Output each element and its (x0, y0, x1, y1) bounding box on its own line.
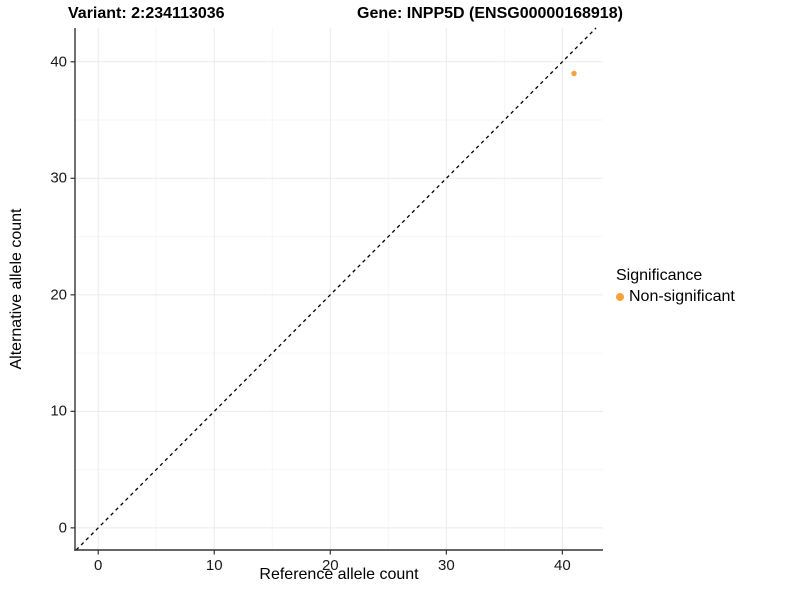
y-tick-label: 30 (50, 169, 67, 187)
data-point (571, 70, 577, 77)
y-tick-label: 10 (50, 402, 67, 420)
legend-title: Significance (616, 267, 703, 284)
legend: Significance Non-significant (616, 267, 735, 306)
y-axis-title: Alternative allele count (8, 208, 25, 370)
x-tick-label: 0 (94, 557, 103, 574)
x-tick-label: 20 (321, 557, 339, 574)
plot-title-variant: Variant: 2:234113036 (68, 5, 225, 22)
y-tick-label: 20 (50, 286, 67, 304)
legend-item-non-significant: Non-significant (616, 288, 735, 306)
plot-title-gene: Gene: INPP5D (ENSG00000168918) (357, 5, 623, 22)
x-tick-label: 40 (554, 557, 571, 574)
y-tick-label: 0 (58, 519, 67, 537)
identity-dashed-line (75, 27, 597, 551)
legend-item-label: Non-significant (629, 288, 735, 305)
legend-point-marker-icon (616, 293, 624, 301)
y-tick-label: 40 (50, 53, 67, 71)
x-axis-title: Reference allele count (259, 566, 419, 583)
x-tick-label: 30 (437, 557, 455, 574)
x-tick-label: 10 (205, 557, 223, 574)
